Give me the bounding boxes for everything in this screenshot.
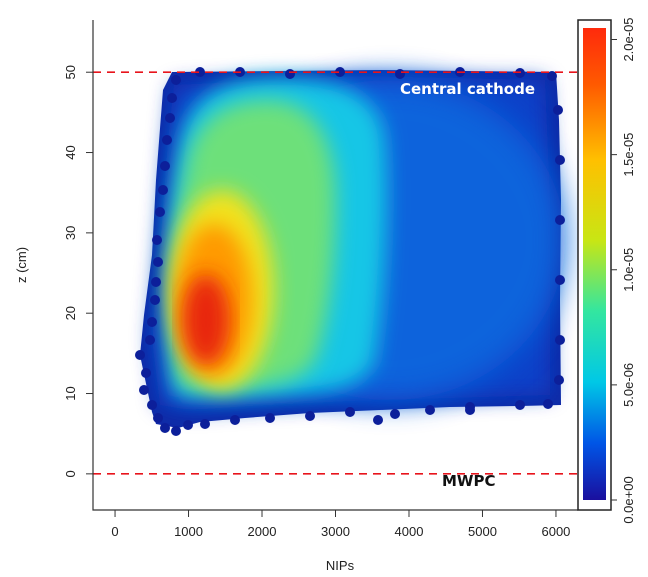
scatter-point <box>155 207 165 217</box>
scatter-point <box>515 400 525 410</box>
y-tick-label: 30 <box>63 226 78 240</box>
scatter-point <box>160 161 170 171</box>
colorbar-axis: 0.0e+00 5.0e-06 1.0e-05 1.5e-05 2.0e-05 <box>611 17 636 524</box>
colorbar-tick-label: 0.0e+00 <box>621 476 636 523</box>
scatter-point <box>145 335 155 345</box>
y-tick-label: 10 <box>63 386 78 400</box>
scatter-point <box>285 69 295 79</box>
scatter-point <box>167 93 177 103</box>
scatter-point <box>345 407 355 417</box>
scatter-point <box>141 368 151 378</box>
scatter-point <box>195 67 205 77</box>
annotation-mwpc: MWPC <box>442 472 495 490</box>
scatter-point <box>165 113 175 123</box>
x-tick-label: 3000 <box>321 524 350 539</box>
scatter-point <box>160 423 170 433</box>
scatter-point <box>390 409 400 419</box>
x-tick-label: 0 <box>111 524 118 539</box>
scatter-point <box>158 185 168 195</box>
scatter-point <box>139 385 149 395</box>
y-tick-label: 40 <box>63 145 78 159</box>
scatter-point <box>425 405 435 415</box>
scatter-point <box>335 67 345 77</box>
reference-lines <box>93 71 578 475</box>
y-axis: 0 10 20 30 40 50 <box>63 65 93 477</box>
plot-frame <box>92 20 578 511</box>
scatter-point <box>147 400 157 410</box>
annotation-central-cathode: Central cathode <box>400 80 535 98</box>
scatter-point <box>547 71 557 81</box>
scatter-point <box>465 405 475 415</box>
y-axis-title: z (cm) <box>14 247 29 283</box>
density-red <box>182 274 230 366</box>
colorbar-tick-label: 1.5e-05 <box>621 133 636 177</box>
scatter-point <box>555 215 565 225</box>
scatter-point <box>305 411 315 421</box>
x-axis: 0 1000 2000 3000 4000 5000 6000 <box>111 510 570 539</box>
y-tick-label: 20 <box>63 306 78 320</box>
scatter-point <box>183 420 193 430</box>
scatter-point <box>147 317 157 327</box>
colorbar-gradient <box>583 28 606 500</box>
scatter-point <box>555 275 565 285</box>
colorbar-tick-label: 2.0e-05 <box>621 17 636 61</box>
x-tick-label: 1000 <box>174 524 203 539</box>
x-tick-label: 4000 <box>395 524 424 539</box>
scatter-point <box>200 419 210 429</box>
x-tick-label: 5000 <box>468 524 497 539</box>
colorbar-tick-label: 1.0e-05 <box>621 248 636 292</box>
scatter-point <box>171 426 181 436</box>
scatter-point <box>553 105 563 115</box>
scatter-point <box>555 155 565 165</box>
density-cloud <box>135 67 565 436</box>
scatter-point <box>554 375 564 385</box>
scatter-point <box>151 277 161 287</box>
scatter-point <box>171 75 181 85</box>
scatter-point <box>135 350 145 360</box>
scatter-point <box>230 415 240 425</box>
y-tick-label: 0 <box>63 470 78 477</box>
scatter-point <box>150 295 160 305</box>
scatter-point <box>153 257 163 267</box>
scatter-point <box>265 413 275 423</box>
scatter-point <box>555 335 565 345</box>
x-axis-title: NIPs <box>326 558 355 573</box>
scatter-point <box>152 235 162 245</box>
scatter-point <box>153 413 163 423</box>
colorbar-tick-label: 5.0e-06 <box>621 363 636 407</box>
scatter-point <box>395 69 405 79</box>
x-tick-label: 6000 <box>541 524 570 539</box>
y-tick-label: 50 <box>63 65 78 79</box>
scatter-point <box>373 415 383 425</box>
x-tick-label: 2000 <box>248 524 277 539</box>
scatter-point <box>162 135 172 145</box>
scatter-point <box>543 399 553 409</box>
